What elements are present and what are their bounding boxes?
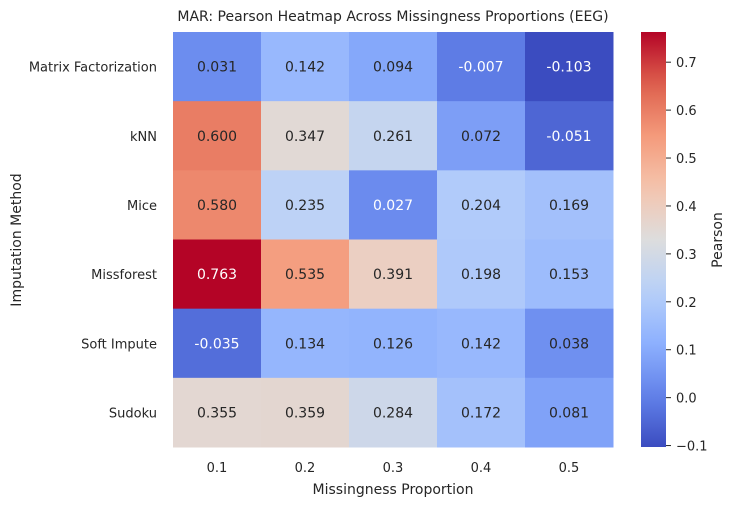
y-tick-label: Missforest [91, 268, 157, 283]
heatmap-cell [173, 377, 262, 448]
heatmap-cell [437, 170, 526, 240]
cell-value-label: 0.142 [285, 60, 325, 76]
heatmap-cell [525, 239, 614, 310]
y-axis-title: Imputation Method [9, 173, 25, 306]
colorbar-tick-label: 0.2 [676, 296, 697, 311]
cell-value-label: 0.172 [461, 405, 501, 421]
heatmap-cell [437, 101, 526, 171]
colorbar-tick-label: 0.4 [676, 200, 697, 215]
y-tick-labels: Matrix Factorization kNN Mice Missforest Sof… [29, 61, 157, 422]
heatmap-cell [525, 308, 614, 379]
heatmap-cell [349, 239, 438, 310]
cell-value-label: -0.007 [458, 60, 503, 76]
cell-value-label: 0.600 [197, 129, 237, 145]
cell-value-label: 0.038 [549, 336, 589, 352]
cell-value-label: 0.580 [197, 198, 237, 214]
y-tick-label: Soft Impute [81, 337, 157, 352]
heatmap-cell [173, 32, 262, 102]
heatmap-cell [525, 101, 614, 171]
cell-value-label: 0.391 [373, 267, 413, 283]
x-tick-label: 0.4 [471, 461, 492, 476]
y-tick-label: Mice [127, 199, 157, 214]
cell-value-label: 0.081 [549, 405, 589, 421]
y-tick-label: Matrix Factorization [29, 61, 157, 76]
chart-title: MAR: Pearson Heatmap Across Missingness … [177, 9, 608, 25]
heatmap-cell [349, 101, 438, 171]
colorbar-tick-label: 0.6 [676, 104, 697, 119]
colorbar-tick-label: 0.1 [676, 344, 697, 359]
heatmap-cell [261, 239, 350, 310]
heatmap-cell [349, 377, 438, 448]
heatmap-cell [437, 308, 526, 379]
colorbar-ticks: −0.1 0.0 0.1 0.2 0.3 0.4 0.5 0.6 0.7 [666, 56, 708, 455]
cell-value-label: 0.094 [373, 60, 413, 76]
colorbar-tick-label: 0.7 [676, 56, 697, 71]
cell-value-label: 0.142 [461, 336, 501, 352]
cell-value-label: 0.134 [285, 336, 325, 352]
x-axis-title: Missingness Proportion [313, 482, 474, 498]
cell-value-label: 0.169 [549, 198, 589, 214]
cell-value-label: 0.535 [285, 267, 325, 283]
heatmap-cell [349, 32, 438, 102]
heatmap-cell [437, 32, 526, 102]
cell-value-label: 0.347 [285, 129, 325, 145]
y-tick-label: kNN [130, 130, 157, 145]
heatmap-cell [173, 170, 262, 240]
heatmap-cell [173, 101, 262, 171]
cell-value-label: 0.031 [197, 60, 237, 76]
cell-value-label: 0.198 [461, 267, 501, 283]
colorbar [641, 32, 666, 447]
cell-value-label: 0.126 [373, 336, 413, 352]
heatmap-cell [349, 308, 438, 379]
x-tick-label: 0.5 [559, 461, 580, 476]
cell-value-label: -0.103 [546, 60, 591, 76]
cell-value-label: 0.763 [197, 267, 237, 283]
colorbar-tick-label: −0.1 [676, 440, 708, 455]
heatmap-cell [349, 170, 438, 240]
heatmap-cell [437, 377, 526, 448]
cell-value-label: 0.204 [461, 198, 501, 214]
colorbar-tick-label: 0.0 [676, 392, 697, 407]
heatmap-cell [261, 32, 350, 102]
heatmap-cell [261, 377, 350, 448]
x-tick-label: 0.3 [383, 461, 404, 476]
heatmap-cell [437, 239, 526, 310]
cell-value-label: 0.261 [373, 129, 413, 145]
cell-value-label: 0.153 [549, 267, 589, 283]
heatmap-cell [525, 170, 614, 240]
cell-value-label: -0.035 [194, 336, 239, 352]
y-tick-label: Sudoku [109, 406, 157, 421]
x-tick-label: 0.2 [295, 461, 316, 476]
cell-value-label: 0.027 [373, 198, 413, 214]
heatmap-cells [173, 32, 614, 448]
heatmap-cell [261, 101, 350, 171]
heatmap-cell [173, 308, 262, 379]
cell-value-labels: 0.031 0.142 0.094 -0.007 -0.103 0.600 0.347 0.2… [194, 60, 591, 422]
cell-value-label: 0.072 [461, 129, 501, 145]
cell-value-label: 0.235 [285, 198, 325, 214]
colorbar-tick-label: 0.3 [676, 248, 697, 263]
colorbar-tick-label: 0.5 [676, 152, 697, 167]
x-tick-label: 0.1 [207, 461, 228, 476]
heatmap-cell [173, 239, 262, 310]
heatmap-cell [261, 308, 350, 379]
colorbar-title: Pearson [710, 212, 726, 268]
heatmap-cell [525, 32, 614, 102]
x-tick-labels: 0.1 0.2 0.3 0.4 0.5 [207, 461, 580, 476]
cell-value-label: -0.051 [546, 129, 591, 145]
cell-value-label: 0.359 [285, 405, 325, 421]
cell-value-label: 0.284 [373, 405, 413, 421]
cell-value-label: 0.355 [197, 405, 237, 421]
heatmap-cell [525, 377, 614, 448]
heatmap-cell [261, 170, 350, 240]
